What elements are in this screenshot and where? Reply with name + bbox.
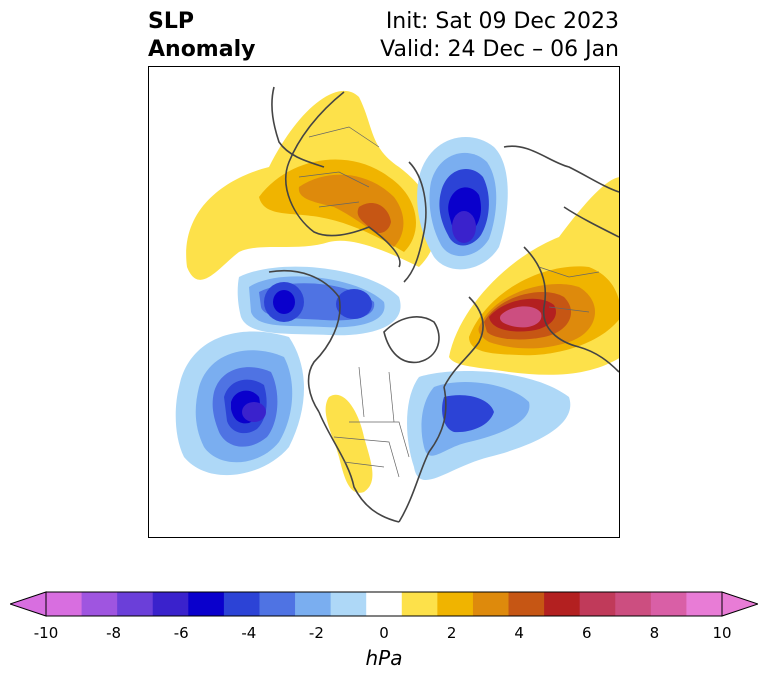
colorbar-tick-label: -10 [33, 624, 59, 642]
init-date: Init: Sat 09 Dec 2023 [385, 9, 619, 34]
colorbar-tick-label: 4 [514, 624, 524, 642]
colorbar-cell [223, 592, 260, 616]
colorbar-cell [437, 592, 474, 616]
colorbar-cell [117, 592, 154, 616]
title-type: Anomaly [148, 37, 256, 62]
map-title-right: Init: Sat 09 Dec 2023 Valid: 24 Dec – 06… [380, 8, 619, 64]
colorbar-tick-label: -2 [308, 624, 324, 642]
colorbar-cell [81, 592, 118, 616]
anomaly-high-europe [449, 177, 619, 375]
colorbar-tick-label: 2 [446, 624, 457, 642]
colorbar-cell [259, 592, 296, 616]
colorbar-tick-label: 6 [582, 624, 592, 642]
colorbar-cell [579, 592, 616, 616]
map-panel [148, 66, 620, 538]
coastlines [268, 86, 619, 523]
colorbar-tick-label: 8 [649, 624, 660, 642]
anomaly-low-gulf-alaska [175, 331, 304, 476]
valid-range: Valid: 24 Dec – 06 Jan [380, 37, 619, 62]
colorbar-tick-label: 10 [712, 624, 732, 642]
colorbar-cell [152, 592, 189, 616]
colorbar-tick-label: -6 [173, 624, 189, 642]
colorbar-cell [686, 592, 723, 616]
anomaly-low-arctic [417, 137, 508, 270]
anomaly-low-pacific-north [237, 266, 401, 336]
colorbar-cell [330, 592, 367, 616]
title-variable: SLP [148, 9, 194, 34]
colorbar-extend-low [10, 591, 47, 617]
anomaly-low-atlantic [407, 371, 571, 480]
colorbar-cell [472, 592, 510, 616]
colorbar-cell [46, 592, 83, 616]
colorbar-cell [544, 592, 581, 616]
colorbar-cell [188, 592, 225, 616]
colorbar-extend-high [721, 591, 758, 617]
anomaly-map [175, 86, 619, 523]
colorbar-cell [508, 592, 545, 616]
colorbar-cell [295, 592, 332, 616]
anomaly-high-siberia [186, 90, 437, 280]
map-title-left: SLP Anomaly [148, 8, 255, 64]
colorbar-cell [366, 592, 403, 616]
colorbar-tick-label: 0 [379, 624, 389, 642]
colorbar-tick-label: -8 [106, 624, 122, 642]
colorbar-cell [615, 592, 652, 616]
colorbar-tick-label: -4 [241, 624, 257, 642]
anomaly-high-us-west [325, 394, 373, 493]
colorbar-cell [401, 592, 438, 616]
colorbar [10, 591, 758, 617]
political-borders [298, 126, 600, 478]
colorbar-cell [650, 592, 687, 616]
colorbar-unit: hPa [365, 646, 403, 670]
